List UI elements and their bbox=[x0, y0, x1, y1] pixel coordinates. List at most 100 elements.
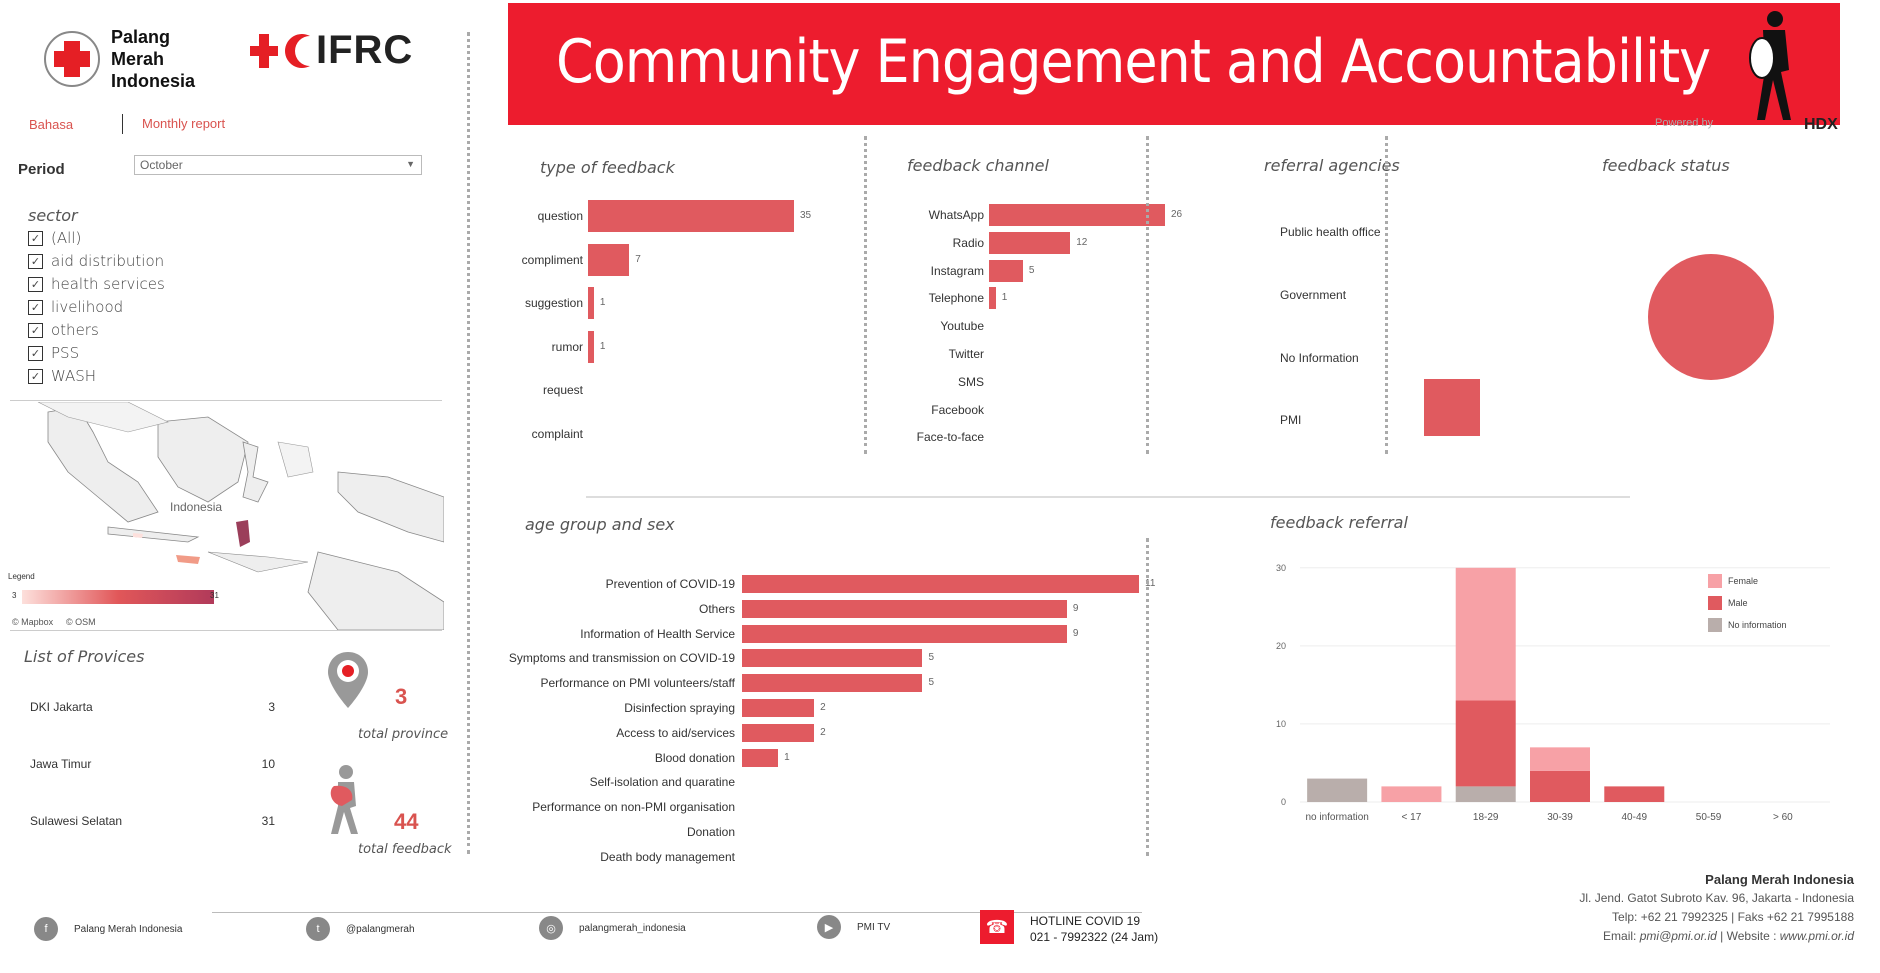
checkbox-icon[interactable]: ✓ bbox=[28, 277, 43, 292]
stacked-bar-segment[interactable] bbox=[1455, 786, 1516, 802]
stacked-bar-segment[interactable] bbox=[1530, 770, 1590, 802]
bar-value: 26 bbox=[1171, 209, 1183, 220]
twitter-link[interactable]: t @palangmerah bbox=[306, 917, 415, 941]
sector-option[interactable]: ✓ health services bbox=[28, 275, 165, 298]
hotline-title: HOTLINE COVID 19 bbox=[1030, 914, 1141, 928]
x-tick-label: 50-59 bbox=[1696, 812, 1722, 823]
bahasa-link[interactable]: Bahasa bbox=[29, 117, 74, 132]
province-value: 3 bbox=[268, 700, 275, 714]
bar[interactable] bbox=[588, 200, 794, 232]
bar[interactable] bbox=[742, 624, 1067, 643]
checkbox-icon[interactable]: ✓ bbox=[28, 300, 43, 315]
bar-value: 1 bbox=[599, 297, 606, 309]
province-name: Jawa Timur bbox=[30, 757, 92, 771]
bar-label: Prevention of COVID-19 bbox=[605, 577, 735, 591]
checkbox-icon[interactable]: ✓ bbox=[28, 369, 43, 384]
sector-option[interactable]: ✓ livelihood bbox=[28, 298, 165, 321]
bar[interactable] bbox=[989, 259, 1023, 282]
y-tick-label: 10 bbox=[1276, 719, 1286, 729]
bar-label: Death body management bbox=[600, 849, 735, 864]
email-website: Email: pmi@pmi.or.id | Website : www.pmi… bbox=[1603, 929, 1854, 943]
checkbox-icon[interactable]: ✓ bbox=[28, 254, 43, 269]
bar[interactable] bbox=[989, 231, 1071, 254]
stacked-bar-segment[interactable] bbox=[1381, 786, 1442, 802]
stacked-bar-segment[interactable] bbox=[1307, 778, 1368, 802]
sector-option[interactable]: ✓ PSS bbox=[28, 344, 165, 367]
bar[interactable] bbox=[742, 723, 815, 742]
bar[interactable] bbox=[588, 287, 594, 320]
legend-title: Legend bbox=[8, 572, 35, 581]
page-title: Community Engagement and Accountability bbox=[556, 27, 1711, 97]
bar-label: Blood donation bbox=[654, 750, 735, 765]
checkbox-icon[interactable]: ✓ bbox=[28, 231, 43, 246]
bar-value: 5 bbox=[1028, 264, 1035, 276]
bar[interactable] bbox=[742, 748, 779, 767]
sector-option[interactable]: ✓ WASH bbox=[28, 367, 165, 390]
left-panel-divider bbox=[467, 32, 470, 854]
province-map[interactable]: Indonesia Legend 3 31 © Mapbox © OSM bbox=[8, 402, 444, 630]
province-value: 31 bbox=[261, 814, 275, 828]
legend-min: 3 bbox=[12, 591, 17, 600]
bar-value: 11 bbox=[1145, 578, 1156, 589]
divider bbox=[10, 400, 442, 401]
hdx-logo: HDX bbox=[1804, 116, 1838, 133]
y-tick-label: 30 bbox=[1276, 563, 1286, 573]
youtube-link[interactable]: ▶ PMI TV bbox=[817, 915, 890, 939]
stacked-bar-segment[interactable] bbox=[1530, 747, 1590, 771]
legend-max: 31 bbox=[210, 591, 219, 600]
checkbox-icon[interactable]: ✓ bbox=[28, 346, 43, 361]
bar-label: Disinfection spraying bbox=[624, 701, 735, 715]
mapbox-attribution[interactable]: © Mapbox bbox=[12, 617, 54, 627]
email-link[interactable]: pmi@pmi.or.id bbox=[1639, 929, 1717, 943]
bar[interactable] bbox=[989, 204, 1165, 226]
bar-value: 2 bbox=[820, 726, 826, 738]
province-value: 10 bbox=[261, 757, 275, 771]
legend-gradient bbox=[22, 590, 214, 604]
bar-value: 35 bbox=[800, 210, 812, 221]
osm-attribution[interactable]: © OSM bbox=[66, 617, 96, 627]
website-link[interactable]: www.pmi.or.id bbox=[1779, 929, 1854, 943]
map-country-label: Indonesia bbox=[170, 500, 223, 514]
bar-value: 1 bbox=[599, 340, 606, 352]
org-name: Palang Merah Indonesia bbox=[1705, 872, 1854, 887]
bar[interactable] bbox=[588, 243, 630, 276]
bar-label: request bbox=[542, 383, 583, 398]
period-dropdown[interactable]: October ▼ bbox=[134, 155, 422, 175]
bar[interactable] bbox=[989, 287, 996, 310]
instagram-link[interactable]: ◎ palangmerah_indonesia bbox=[539, 916, 686, 940]
powered-by-label: Powered by bbox=[1655, 117, 1714, 129]
monthly-report-link[interactable]: Monthly report bbox=[142, 116, 226, 131]
sector-option[interactable]: ✓ others bbox=[28, 321, 165, 344]
stacked-bar-segment[interactable] bbox=[1604, 786, 1665, 802]
provinces-table: DKI Jakarta 3 Jawa Timur 10 Sulawesi Sel… bbox=[30, 700, 275, 871]
table-row: DKI Jakarta 3 bbox=[30, 700, 275, 757]
x-tick-label: no information bbox=[1305, 812, 1368, 823]
checkbox-icon[interactable]: ✓ bbox=[28, 323, 43, 338]
stacked-bar-segment[interactable] bbox=[1455, 700, 1516, 787]
bar-label: Youtube bbox=[940, 319, 984, 334]
x-tick-label: > 60 bbox=[1773, 812, 1793, 823]
stacked-bar-segment[interactable] bbox=[1455, 567, 1516, 701]
age-group-chart: Prevention of COVID-19 11 Others 9 Informati… bbox=[500, 575, 1180, 875]
bar[interactable] bbox=[742, 649, 923, 668]
bar[interactable] bbox=[742, 599, 1067, 618]
legend-swatch bbox=[1708, 618, 1722, 632]
facebook-link[interactable]: f Palang Merah Indonesia bbox=[34, 917, 182, 941]
agency-bar[interactable] bbox=[1424, 379, 1480, 436]
sector-option[interactable]: ✓ (All) bbox=[28, 229, 165, 252]
bar[interactable] bbox=[742, 575, 1139, 593]
feedback-referral-title: feedback referral bbox=[1270, 513, 1408, 532]
bar-label: Performance on non-PMI organisation bbox=[532, 800, 735, 815]
hdx-mascot-icon bbox=[1745, 10, 1805, 127]
bar[interactable] bbox=[742, 674, 923, 693]
bar[interactable] bbox=[588, 330, 594, 363]
bar[interactable] bbox=[742, 699, 815, 717]
pmi-logo-text: Palang Merah Indonesia bbox=[111, 27, 196, 91]
bar-label: Self-isolation and quaratine bbox=[589, 775, 735, 790]
feedback-status-pie[interactable] bbox=[1648, 254, 1774, 380]
bar-label: Information of Health Service bbox=[580, 626, 735, 641]
period-selected-value: October bbox=[140, 158, 183, 172]
facebook-icon: f bbox=[34, 917, 58, 941]
sector-option[interactable]: ✓ aid distribution bbox=[28, 252, 165, 275]
referral-agencies-title: referral agencies bbox=[1264, 156, 1400, 175]
